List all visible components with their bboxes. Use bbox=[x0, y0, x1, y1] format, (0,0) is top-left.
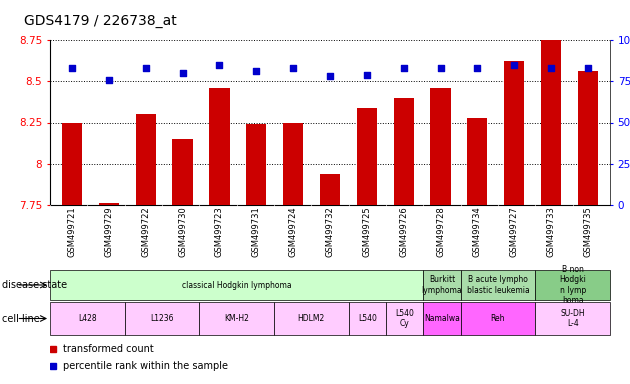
Text: cell line: cell line bbox=[2, 313, 40, 323]
Bar bbox=[467, 118, 488, 205]
Text: L540
Cy: L540 Cy bbox=[395, 309, 414, 328]
Bar bbox=[423, 270, 461, 300]
Point bbox=[325, 73, 335, 79]
Text: HDLM2: HDLM2 bbox=[298, 314, 325, 323]
Bar bbox=[430, 88, 450, 205]
Text: disease state: disease state bbox=[2, 280, 67, 290]
Bar bbox=[423, 302, 461, 335]
Text: percentile rank within the sample: percentile rank within the sample bbox=[64, 361, 229, 371]
Point bbox=[104, 76, 114, 83]
Text: SU-DH
L-4: SU-DH L-4 bbox=[560, 309, 585, 328]
Point bbox=[362, 71, 372, 78]
Text: KM-H2: KM-H2 bbox=[224, 314, 249, 323]
Point bbox=[509, 62, 519, 68]
Text: L428: L428 bbox=[78, 314, 96, 323]
Point bbox=[214, 62, 224, 68]
Bar bbox=[50, 270, 423, 300]
Text: Burkitt
lymphoma: Burkitt lymphoma bbox=[421, 275, 462, 295]
Bar bbox=[274, 302, 348, 335]
Bar bbox=[199, 302, 274, 335]
Point bbox=[251, 68, 261, 74]
Bar bbox=[50, 302, 125, 335]
Bar bbox=[461, 302, 536, 335]
Text: GDS4179 / 226738_at: GDS4179 / 226738_at bbox=[24, 14, 176, 28]
Bar bbox=[348, 302, 386, 335]
Text: L1236: L1236 bbox=[150, 314, 174, 323]
Point bbox=[583, 65, 593, 71]
Point bbox=[178, 70, 188, 76]
Text: Namalwa: Namalwa bbox=[424, 314, 460, 323]
Bar bbox=[62, 122, 83, 205]
Point bbox=[472, 65, 483, 71]
Point bbox=[288, 65, 298, 71]
Text: B acute lympho
blastic leukemia: B acute lympho blastic leukemia bbox=[467, 275, 529, 295]
Point bbox=[399, 65, 409, 71]
Bar bbox=[125, 302, 199, 335]
Text: Reh: Reh bbox=[491, 314, 505, 323]
Bar bbox=[461, 270, 536, 300]
Point bbox=[546, 65, 556, 71]
Point bbox=[140, 65, 151, 71]
Bar bbox=[578, 71, 598, 205]
Bar bbox=[536, 270, 610, 300]
Bar bbox=[394, 98, 414, 205]
Bar bbox=[541, 40, 561, 205]
Text: L540: L540 bbox=[358, 314, 377, 323]
Point bbox=[435, 65, 445, 71]
Bar bbox=[357, 108, 377, 205]
Text: classical Hodgkin lymphoma: classical Hodgkin lymphoma bbox=[182, 280, 292, 290]
Bar bbox=[135, 114, 156, 205]
Bar bbox=[386, 302, 423, 335]
Bar bbox=[536, 302, 610, 335]
Bar bbox=[320, 174, 340, 205]
Text: B non
Hodgki
n lymp
homa: B non Hodgki n lymp homa bbox=[559, 265, 586, 305]
Bar bbox=[504, 61, 524, 205]
Bar bbox=[173, 139, 193, 205]
Bar bbox=[246, 124, 266, 205]
Bar bbox=[283, 122, 303, 205]
Bar bbox=[99, 204, 119, 205]
Text: transformed count: transformed count bbox=[64, 344, 154, 354]
Point bbox=[67, 65, 77, 71]
Bar bbox=[209, 88, 229, 205]
